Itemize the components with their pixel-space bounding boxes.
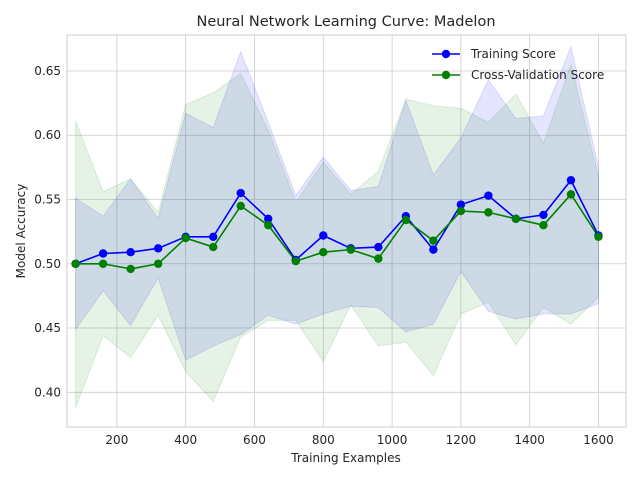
legend-marker (441, 49, 451, 59)
data-point-cross-validation (511, 214, 521, 223)
legend-label: Training Score (470, 47, 556, 61)
data-point-cross-validation (71, 259, 80, 268)
x-axis-label: Training Examples (290, 451, 400, 465)
x-tick-label: 1400 (514, 433, 545, 447)
plot-frame (66, 34, 627, 428)
data-point-cross-validation (264, 221, 273, 230)
data-point-training (264, 214, 273, 223)
confidence-bands (75, 44, 599, 408)
x-tick-label: 1200 (446, 433, 477, 447)
data-point-training (236, 188, 245, 198)
x-tick-label: 1600 (583, 433, 614, 447)
data-point-training (374, 242, 383, 252)
confidence-band-cross-validation (75, 62, 599, 408)
legend: Training Score Cross-Validation Score (432, 47, 604, 82)
data-point-cross-validation (209, 242, 218, 252)
legend-item-cross-validation: Cross-Validation Score (432, 68, 604, 82)
data-point-cross-validation (126, 264, 135, 274)
data-point-training (484, 191, 493, 200)
series-lines (75, 178, 600, 270)
data-point-cross-validation (374, 254, 383, 263)
plot-background (67, 35, 626, 427)
data-point-training (98, 249, 108, 258)
y-tick-labels: 0.40 0.45 0.50 0.55 0.60 0.65 (34, 64, 61, 399)
y-tick-label: 0.60 (34, 128, 61, 142)
y-tick-label: 0.65 (34, 64, 61, 78)
y-tick-label: 0.45 (34, 321, 61, 335)
series-points (71, 176, 603, 274)
data-point-cross-validation (319, 248, 328, 257)
data-point-cross-validation (291, 257, 300, 266)
y-axis-label: Model Accuracy (14, 184, 28, 279)
data-point-cross-validation (346, 245, 355, 254)
data-point-cross-validation (456, 206, 466, 216)
data-point-cross-validation (484, 208, 493, 217)
data-point-cross-validation (98, 259, 108, 268)
confidence-band-training (75, 44, 599, 361)
y-tick-label: 0.40 (34, 385, 61, 399)
x-tick-label: 400 (174, 433, 197, 447)
legend-marker (441, 70, 451, 80)
data-point-cross-validation (429, 236, 438, 245)
data-point-training (566, 176, 576, 185)
y-tick-label: 0.50 (34, 257, 61, 271)
data-point-cross-validation (539, 221, 548, 230)
x-tick-labels: 200 400 600 800 1000 1200 1400 1600 (105, 433, 613, 447)
legend-item-training: Training Score (432, 47, 556, 61)
data-point-cross-validation (566, 190, 576, 199)
series-line-training (75, 178, 600, 265)
y-tick-label: 0.55 (34, 193, 61, 207)
data-point-cross-validation (153, 259, 163, 268)
data-point-training (126, 248, 135, 257)
data-point-training (153, 244, 163, 253)
data-point-cross-validation (181, 233, 190, 243)
x-tick-label: 200 (105, 433, 128, 447)
x-tick-label: 600 (243, 433, 266, 447)
data-point-training (319, 231, 328, 240)
data-point-cross-validation (236, 201, 245, 211)
chart-title: Neural Network Learning Curve: Madelon (196, 14, 495, 30)
legend-label: Cross-Validation Score (471, 68, 604, 82)
series-line-cross-validation (75, 193, 600, 270)
data-point-training (429, 245, 438, 254)
x-tick-label: 1000 (377, 433, 408, 447)
grid (67, 35, 626, 427)
data-point-cross-validation (401, 215, 411, 225)
x-tick-label: 800 (312, 433, 335, 447)
data-point-training (539, 210, 548, 220)
data-point-training (209, 232, 218, 241)
data-point-training (456, 200, 466, 209)
data-point-cross-validation (594, 232, 603, 241)
